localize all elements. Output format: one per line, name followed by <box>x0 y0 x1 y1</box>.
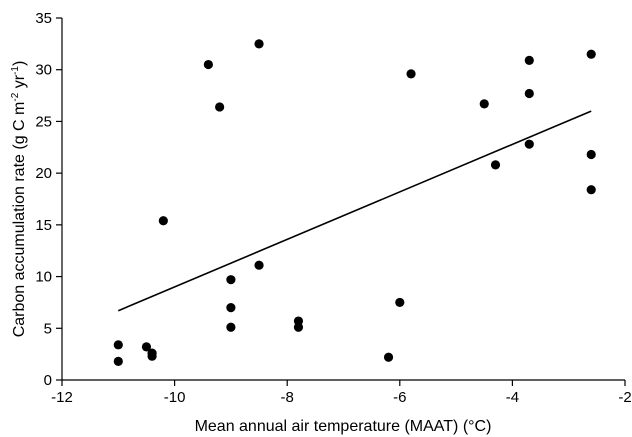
data-point <box>383 352 394 362</box>
data-point <box>203 59 213 70</box>
x-axis-title: Mean annual air temperature (MAAT) (°C) <box>195 418 492 435</box>
data-point <box>524 139 534 149</box>
data-point <box>490 160 501 170</box>
x-ticks: -12 -10 -8 -6 -4 -2 <box>51 380 632 406</box>
data-point <box>586 49 596 59</box>
y-axis-title: Carbon accumulation rate (g C m-2 yr-1) <box>10 61 28 338</box>
data-point <box>147 351 157 361</box>
data-point <box>254 260 264 270</box>
data-point <box>395 297 405 308</box>
data-point <box>586 149 596 160</box>
y-ticks: 0 5 10 15 20 25 30 35 <box>35 10 62 389</box>
data-point <box>158 216 168 226</box>
data-point <box>215 102 225 112</box>
y-axis-title-sup1: -2 <box>10 92 21 101</box>
x-tick-label: -8 <box>281 389 294 406</box>
x-tick-label: -4 <box>506 389 519 406</box>
data-point <box>524 55 534 66</box>
data-point <box>141 342 152 352</box>
x-tick-label: -2 <box>618 389 631 406</box>
y-tick-label: 10 <box>35 269 52 286</box>
y-axis-title-main: Carbon accumulation rate (g C m <box>11 102 28 338</box>
data-point <box>406 69 416 79</box>
axes <box>61 18 625 381</box>
x-tick-label: -10 <box>164 389 186 406</box>
y-axis-title-sup2: -1 <box>10 66 21 75</box>
data-point <box>524 88 534 99</box>
trend-line <box>117 110 592 312</box>
y-axis-title-mid: yr <box>11 74 28 92</box>
data-point <box>226 322 236 332</box>
data-point <box>113 340 123 350</box>
y-tick-label: 15 <box>35 217 52 234</box>
y-tick-label: 20 <box>35 165 52 182</box>
data-point <box>479 99 489 109</box>
x-tick-label: -12 <box>51 389 73 406</box>
data-point <box>254 39 264 49</box>
data-point <box>226 303 236 313</box>
y-tick-label: 0 <box>44 372 52 389</box>
data-point <box>586 185 596 195</box>
y-tick-label: 5 <box>44 320 52 337</box>
x-tick-label: -6 <box>393 389 406 406</box>
data-point <box>293 322 304 332</box>
data-points <box>113 39 596 366</box>
y-tick-label: 30 <box>35 62 52 79</box>
trend-line-group <box>117 110 592 312</box>
data-point <box>226 275 236 285</box>
data-point <box>113 356 123 366</box>
y-tick-label: 25 <box>35 113 52 130</box>
y-axis-title-end: ) <box>11 61 28 66</box>
y-tick-label: 35 <box>35 10 52 27</box>
